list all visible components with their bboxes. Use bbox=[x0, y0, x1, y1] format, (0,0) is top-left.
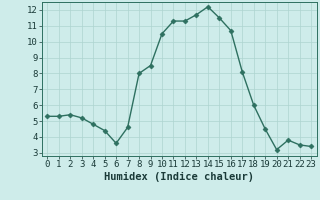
X-axis label: Humidex (Indice chaleur): Humidex (Indice chaleur) bbox=[104, 172, 254, 182]
